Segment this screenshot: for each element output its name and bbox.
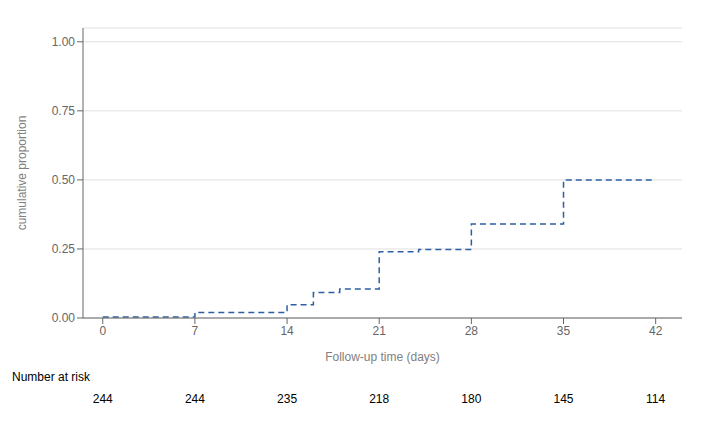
- html-text:180: 180: [461, 392, 482, 406]
- html-text:114: 114: [646, 392, 666, 406]
- svg-text:14: 14: [280, 324, 294, 338]
- html-text:145: 145: [553, 392, 574, 406]
- svg-text:0: 0: [99, 324, 106, 338]
- html-text:235: 235: [277, 392, 298, 406]
- html-text:244: 244: [92, 392, 113, 406]
- html-text:Number at risk: Number at risk: [12, 370, 90, 384]
- svg-text:28: 28: [465, 324, 479, 338]
- svg-text:cumulative proportion: cumulative proportion: [15, 116, 29, 231]
- svg-text:Follow-up time (days): Follow-up time (days): [325, 350, 440, 364]
- svg-text:0.00: 0.00: [52, 311, 76, 325]
- html-text:218: 218: [369, 392, 390, 406]
- svg-text:0.50: 0.50: [52, 173, 76, 187]
- svg-text:7: 7: [192, 324, 199, 338]
- html-text:244: 244: [184, 392, 205, 406]
- svg-text:35: 35: [557, 324, 571, 338]
- svg-text:0.75: 0.75: [52, 104, 76, 118]
- svg-text:21: 21: [373, 324, 387, 338]
- svg-text:42: 42: [649, 324, 663, 338]
- svg-text:0.25: 0.25: [52, 242, 76, 256]
- svg-text:1.00: 1.00: [52, 35, 76, 49]
